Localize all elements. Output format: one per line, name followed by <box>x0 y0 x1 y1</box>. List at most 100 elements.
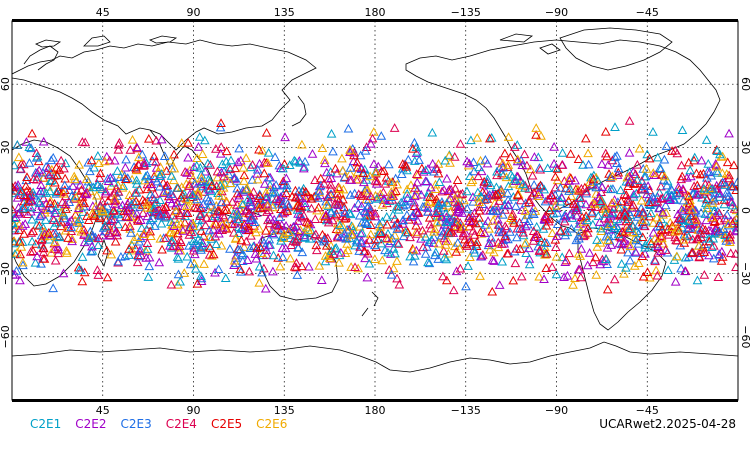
observation-marker <box>192 194 202 204</box>
observation-marker <box>443 248 454 258</box>
observation-marker <box>102 201 113 211</box>
observation-marker <box>46 155 57 165</box>
observation-marker <box>164 227 175 237</box>
observation-marker <box>697 223 708 233</box>
observation-marker <box>529 152 540 161</box>
observation-marker <box>512 154 523 164</box>
greenland-coastline <box>559 27 673 71</box>
observation-marker <box>221 173 232 183</box>
observation-marker <box>130 243 141 253</box>
observation-marker <box>345 163 356 172</box>
observation-marker <box>229 227 239 237</box>
observation-marker <box>595 196 606 206</box>
observation-marker <box>493 214 503 224</box>
observation-marker <box>693 233 703 243</box>
observation-marker <box>557 160 567 169</box>
observation-marker <box>113 139 124 149</box>
observation-marker <box>508 275 519 285</box>
observation-marker <box>630 169 641 179</box>
observation-marker <box>168 228 178 238</box>
observation-marker <box>583 223 593 233</box>
observation-marker <box>247 159 258 169</box>
observation-marker <box>27 128 37 138</box>
observation-marker <box>389 123 400 132</box>
observation-marker <box>515 195 526 205</box>
observation-marker <box>36 209 47 219</box>
observation-marker <box>683 222 694 232</box>
observation-marker <box>578 160 588 169</box>
observation-marker <box>624 147 635 157</box>
lon-tick-label-bottom: 135 <box>274 404 295 417</box>
lat-tick-label-left: 30 <box>0 140 12 154</box>
observation-marker <box>510 174 521 184</box>
observation-marker <box>484 133 495 143</box>
observation-marker <box>652 270 663 280</box>
observation-marker <box>254 277 265 287</box>
dataset-label: UCARwet2.2025-04-28 <box>599 417 736 431</box>
observation-marker <box>235 264 246 273</box>
observation-marker <box>155 162 166 171</box>
observation-marker <box>246 212 256 222</box>
observation-marker <box>725 248 736 258</box>
observation-marker <box>592 235 602 244</box>
observation-marker <box>488 206 499 215</box>
observation-marker <box>657 193 668 202</box>
observation-marker <box>670 276 681 286</box>
observation-marker <box>613 202 624 212</box>
observation-marker <box>402 188 412 198</box>
observation-marker <box>429 226 439 236</box>
observation-marker <box>731 214 738 224</box>
observation-marker <box>556 193 567 202</box>
observation-marker <box>85 166 95 176</box>
observation-marker <box>420 176 431 186</box>
observation-marker <box>74 265 85 275</box>
observation-marker <box>541 238 552 247</box>
observation-marker <box>412 185 423 195</box>
observation-marker <box>217 222 228 232</box>
observation-marker <box>51 217 62 227</box>
observation-marker <box>166 227 176 236</box>
observation-marker <box>685 165 696 175</box>
observation-marker <box>443 228 454 238</box>
observation-marker <box>581 186 592 196</box>
observation-marker <box>34 220 45 230</box>
observation-marker <box>547 262 557 271</box>
observation-marker <box>340 207 350 217</box>
observation-marker <box>323 201 334 210</box>
observation-marker <box>151 156 161 166</box>
lon-tick-label-top: −135 <box>451 6 481 19</box>
observation-marker <box>140 245 151 255</box>
observation-marker <box>653 241 663 251</box>
observation-marker <box>624 177 634 186</box>
observation-marker <box>138 231 149 241</box>
observation-marker <box>663 265 674 275</box>
observation-marker <box>477 199 488 209</box>
observation-marker <box>659 171 670 181</box>
observation-marker <box>377 199 388 209</box>
observation-marker <box>225 164 236 174</box>
observation-marker <box>552 219 563 228</box>
observation-marker <box>21 186 32 195</box>
observation-marker <box>441 254 452 264</box>
observation-marker <box>238 162 249 172</box>
observation-marker <box>702 203 713 213</box>
observation-marker <box>678 206 689 216</box>
observation-marker <box>310 229 321 239</box>
observation-marker <box>168 241 179 251</box>
observation-marker <box>97 230 108 240</box>
observation-marker <box>171 206 181 216</box>
observation-marker <box>651 265 661 275</box>
observation-marker <box>639 221 650 231</box>
observation-marker <box>291 258 302 267</box>
observation-marker <box>505 213 516 223</box>
observation-marker <box>650 256 660 266</box>
observation-marker <box>445 227 456 237</box>
observation-marker <box>59 180 70 190</box>
ensemble-legend: C2E1 C2E2 C2E3 C2E4 C2E5 C2E6 <box>30 417 301 433</box>
observation-marker <box>26 143 36 153</box>
observation-marker <box>213 264 224 274</box>
observation-marker <box>440 208 451 218</box>
observation-marker <box>683 157 694 167</box>
observation-marker <box>32 151 43 161</box>
observation-marker <box>50 255 61 265</box>
